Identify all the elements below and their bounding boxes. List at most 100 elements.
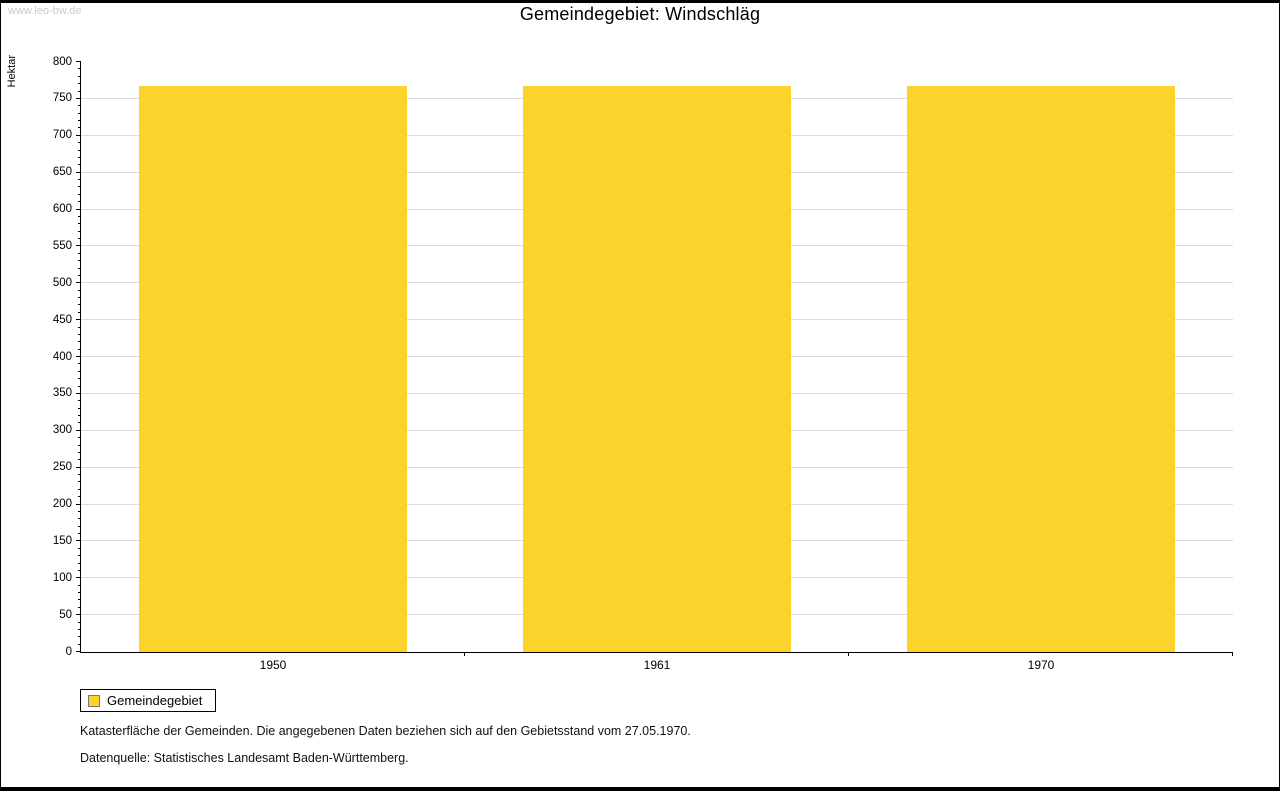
y-axis-minor-tick — [78, 274, 81, 276]
y-axis-minor-tick — [78, 289, 81, 291]
y-axis-major-tick — [76, 466, 81, 468]
y-axis-minor-tick — [78, 90, 81, 92]
y-axis-tick-label: 550 — [52, 239, 72, 252]
y-axis-minor-tick — [78, 437, 81, 439]
y-axis-minor-tick — [78, 415, 81, 416]
chart-title: Gemeindegebiet: Windschläg — [519, 4, 761, 24]
y-axis-major-tick — [76, 282, 81, 284]
footnote-description: Katasterfläche der Gemeinden. Die angege… — [80, 724, 691, 738]
y-axis-minor-tick — [78, 643, 81, 645]
y-axis-minor-tick — [78, 628, 81, 630]
y-axis-minor-tick — [78, 400, 81, 402]
bar — [138, 86, 408, 652]
y-axis-minor-tick — [78, 142, 81, 144]
y-axis-minor-tick — [78, 223, 81, 225]
bar — [906, 86, 1176, 652]
y-axis-minor-tick — [78, 83, 81, 85]
y-axis-minor-tick — [78, 488, 81, 490]
y-axis-tick-label: 750 — [52, 92, 72, 105]
y-axis-tick-label: 50 — [59, 608, 72, 621]
y-axis-minor-tick — [78, 518, 81, 520]
y-axis-minor-tick — [78, 599, 81, 601]
y-axis-minor-tick — [78, 75, 81, 77]
y-axis-minor-tick — [78, 547, 81, 549]
y-axis-minor-tick — [78, 201, 81, 203]
footnote-source: Datenquelle: Statistisches Landesamt Bad… — [80, 751, 409, 765]
y-axis-major-tick — [76, 614, 81, 616]
y-axis-minor-tick — [78, 230, 81, 232]
y-axis-minor-tick — [78, 238, 81, 239]
y-axis-minor-tick — [78, 510, 81, 512]
y-axis-minor-tick — [78, 297, 81, 298]
y-axis-tick-label: 800 — [52, 55, 72, 68]
y-axis-major-tick — [76, 540, 81, 542]
y-axis-tick-label: 500 — [52, 276, 72, 289]
legend: Gemeindegebiet — [80, 689, 217, 712]
y-axis-minor-tick — [78, 179, 81, 180]
bar — [522, 86, 792, 652]
y-axis-label: Hektar — [6, 55, 18, 88]
x-axis-tick — [1232, 652, 1233, 656]
y-axis-minor-tick — [78, 474, 81, 475]
y-axis-tick-label: 350 — [52, 387, 72, 400]
y-axis-minor-tick — [78, 348, 81, 350]
y-axis-major-tick — [76, 134, 81, 136]
x-axis-tick-label: 1970 — [1027, 658, 1055, 672]
y-axis-minor-tick — [78, 311, 81, 313]
y-axis-major-tick — [76, 577, 81, 579]
y-axis-minor-tick — [78, 120, 81, 121]
plot-area: 0 50 100 150 200 250 300 350 400 450 500 550 600 650 7… — [53, 56, 1233, 672]
y-axis-minor-tick — [78, 636, 81, 638]
y-axis-minor-tick — [78, 459, 81, 461]
y-axis-minor-tick — [78, 341, 81, 343]
y-axis-minor-tick — [78, 370, 81, 372]
y-axis-minor-tick — [78, 378, 81, 380]
y-axis-minor-tick — [78, 333, 81, 335]
y-axis-minor-tick — [78, 156, 81, 158]
x-axis-tick — [464, 652, 466, 656]
y-axis-major-tick — [76, 429, 81, 431]
y-axis-minor-tick — [78, 621, 81, 623]
y-axis-major-tick — [76, 392, 81, 394]
y-axis-minor-tick — [78, 112, 81, 114]
watermark-text: www.leo-bw.de — [8, 5, 82, 17]
y-axis-minor-tick — [78, 149, 81, 151]
y-axis-major-tick — [76, 97, 81, 99]
y-axis-minor-tick — [78, 444, 81, 446]
y-axis-minor-tick — [78, 606, 81, 608]
y-axis-minor-tick — [78, 215, 81, 217]
y-axis-tick-label: 0 — [65, 645, 72, 658]
y-axis-minor-tick — [78, 164, 81, 166]
y-axis-minor-tick — [78, 193, 81, 195]
y-axis-minor-tick — [78, 186, 81, 188]
y-axis-minor-tick — [78, 68, 81, 70]
y-axis-major-tick — [76, 503, 81, 505]
y-axis-tick-label: 100 — [52, 571, 72, 584]
y-axis-minor-tick — [78, 252, 81, 254]
y-axis-tick-label: 650 — [52, 165, 72, 178]
y-axis-tick-label: 600 — [52, 202, 72, 215]
y-axis-minor-tick — [78, 481, 81, 483]
y-axis-minor-tick — [78, 584, 81, 586]
y-axis-minor-tick — [78, 496, 81, 498]
y-axis-tick-label: 700 — [52, 129, 72, 141]
y-axis-tick-label: 400 — [52, 350, 72, 363]
y-axis-major-tick — [76, 171, 81, 173]
y-axis-tick-label: 250 — [52, 460, 72, 473]
y-axis-major-tick — [76, 208, 81, 210]
y-axis-major-tick — [76, 651, 81, 652]
y-axis-minor-tick — [78, 127, 81, 129]
y-axis-minor-tick — [78, 407, 81, 409]
y-axis-minor-tick — [78, 326, 81, 328]
y-axis-minor-tick — [78, 562, 81, 564]
y-axis-minor-tick — [78, 267, 81, 269]
y-axis-tick-label: 200 — [52, 497, 72, 510]
y-axis-major-tick — [76, 245, 81, 247]
y-axis-minor-tick — [78, 363, 81, 365]
y-axis-tick-label: 450 — [52, 313, 72, 326]
y-axis-minor-tick — [78, 385, 81, 387]
y-axis-major-tick — [76, 356, 81, 357]
y-axis-minor-tick — [78, 422, 81, 424]
y-axis-minor-tick — [78, 592, 81, 593]
y-axis-minor-tick — [78, 555, 81, 557]
